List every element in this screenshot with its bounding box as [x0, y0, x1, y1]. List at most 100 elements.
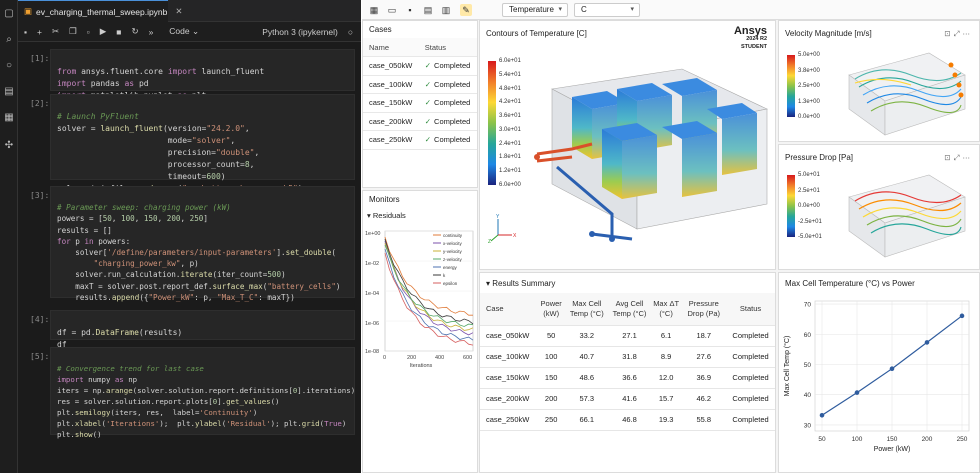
residual-xtick: 600	[463, 355, 472, 361]
cell-prompt: [1]:	[30, 54, 50, 63]
chevron-down-icon: ▾	[558, 6, 562, 13]
residuals-toggle[interactable]: ▾ Residuals	[367, 211, 406, 220]
case-status: Completed	[434, 116, 471, 126]
save-icon[interactable]: ▪	[408, 5, 412, 15]
velocity-streamlines-render[interactable]	[841, 45, 969, 137]
scale-label: 1.3e+00	[798, 98, 820, 105]
code-cell-3[interactable]: # Parameter sweep: charging power (kW) p…	[50, 186, 355, 302]
cell-type-select[interactable]: Code ⌄	[169, 26, 199, 37]
case-row[interactable]: case_200kW ✓ Completed	[363, 112, 477, 131]
table-row[interactable]: case_050kW 50 33.2 27.1 6.1 18.7 Completed	[480, 325, 775, 347]
cell: 15.7	[650, 388, 682, 410]
results-header: Max Cell Temp (°C)	[565, 293, 609, 326]
cell: 57.3	[565, 388, 609, 410]
kernel-name[interactable]: Python 3 (ipykernel)	[262, 26, 338, 37]
scale-label: 1.8e+01	[499, 154, 521, 161]
cell: 41.6	[608, 388, 651, 410]
data-point[interactable]	[854, 390, 860, 395]
data-point[interactable]	[819, 412, 825, 418]
scale-label: 5.0e+01	[798, 172, 820, 178]
stop-icon[interactable]: ■	[116, 26, 122, 37]
cell: 27.6	[681, 346, 727, 368]
svg-text:Z: Z	[488, 239, 491, 243]
circle-icon[interactable]: ○	[5, 60, 13, 71]
residual-xtick: 0	[383, 355, 386, 361]
velocity-panel: Velocity Magnitude [m/s] ⊡⤢⋯ 5.0e+00 3.8e…	[778, 20, 980, 142]
folder-icon[interactable]: ▭	[387, 5, 397, 15]
legend-label: continuity	[443, 233, 463, 238]
residual-series-line	[384, 238, 474, 325]
folder-icon[interactable]: ▢	[4, 8, 14, 19]
unit-select[interactable]: C ▾	[574, 3, 640, 17]
scale-label: 6.0e+00	[499, 182, 521, 188]
document-icon[interactable]: ▤	[4, 86, 14, 97]
calendar-icon[interactable]: ▦	[4, 112, 14, 123]
code-cell-5[interactable]: # Convergence trend for last case import…	[50, 347, 355, 439]
cell-prompt: [2]:	[30, 99, 50, 108]
results-summary-header[interactable]: ▾ Results Summary	[486, 279, 555, 288]
panel-window-icons[interactable]: ⊡⤢⋯	[944, 153, 973, 162]
extensions-icon[interactable]: ✣	[4, 140, 14, 151]
grid-icon[interactable]: ▦	[369, 5, 379, 15]
table-row[interactable]: case_250kW 250 66.1 46.8 19.3 55.8 Completed	[480, 409, 775, 431]
cases-header-status: Status	[418, 38, 477, 57]
table-row[interactable]: case_200kW 200 57.3 41.6 15.7 46.2 Completed	[480, 388, 775, 410]
scale-label: 3.8e+00	[798, 67, 820, 74]
code-cell-4[interactable]: df = pd.DataFrame(results) df	[50, 310, 355, 349]
case-row[interactable]: case_250kW ✓ Completed	[363, 130, 477, 150]
y-axis-label: Max Cell Temp (°C)	[783, 336, 791, 397]
contour-panel: Contours of Temperature [C] Ansys 2024 R…	[479, 20, 776, 270]
x-tick-label: 50	[818, 436, 826, 443]
case-row[interactable]: case_100kW ✓ Completed	[363, 75, 477, 94]
cell: 46.8	[608, 409, 651, 431]
cases-title: Cases	[369, 25, 392, 34]
paste-icon[interactable]: ▫	[86, 26, 90, 37]
results-header-row: Case Power (kW) Max Cell Temp (°C) Avg C…	[480, 293, 775, 326]
case-row[interactable]: case_150kW ✓ Completed	[363, 93, 477, 113]
case-status: Completed	[434, 135, 471, 145]
legend-label: epsilon	[443, 281, 458, 286]
add-cell-icon[interactable]: +	[37, 26, 42, 37]
pressure-panel: Pressure Drop [Pa] ⊡⤢⋯ 5.0e+01 2.5e+01 0.0…	[778, 144, 980, 270]
report-icon[interactable]: ▤	[423, 5, 433, 15]
case-row[interactable]: case_050kW ✓ Completed	[363, 56, 477, 76]
app-toolbar: ▦ ▭ ▪ ▤ ▥ ✎ Temperature ▾ C ▾	[362, 0, 980, 20]
cell: case_100kW	[480, 346, 537, 368]
cut-icon[interactable]: ✂	[51, 26, 60, 36]
scale-label: 3.6e+01	[499, 113, 521, 120]
panel-window-icons[interactable]: ⊡⤢⋯	[944, 29, 973, 38]
notebook-tab[interactable]: ▣ ev_charging_thermal_sweep.ipynb ✕	[18, 0, 183, 22]
search-icon[interactable]: ⌕	[6, 34, 12, 45]
scale-label: 2.4e+01	[499, 140, 521, 147]
activity-bar: ▢ ⌕ ○ ▤ ▦ ✣	[0, 0, 18, 473]
data-point[interactable]	[959, 313, 965, 319]
pencil-icon[interactable]: ✎	[460, 4, 472, 16]
cell: 33.2	[565, 325, 609, 347]
table-icon[interactable]: ▥	[441, 5, 451, 15]
monitors-panel: Monitors ▾ Residuals 1e+00 1e-02 1e-04 1…	[362, 190, 478, 473]
scale-label: 2.5e+00	[798, 83, 820, 89]
residual-ytick: 1e-02	[365, 261, 379, 267]
table-row[interactable]: case_100kW 100 40.7 31.8 8.9 27.6 Completed	[480, 346, 775, 368]
run-all-icon[interactable]: »	[148, 26, 154, 37]
data-point[interactable]	[924, 340, 930, 345]
code-cell-1[interactable]: from ansys.fluent.core import launch_flu…	[50, 49, 355, 100]
run-icon[interactable]: ▶	[99, 26, 107, 36]
ansys-logo: Ansys 2024 R2 STUDENT	[734, 26, 767, 51]
chevron-down-icon: ▾	[367, 211, 371, 220]
save-icon[interactable]: ▪	[24, 26, 28, 37]
pressure-colorbar	[787, 175, 795, 237]
close-icon[interactable]: ✕	[175, 6, 183, 16]
cell: 150	[536, 367, 566, 389]
code-cell-2[interactable]: # Launch PyFluent solver = launch_fluent…	[50, 94, 355, 193]
copy-icon[interactable]: ❐	[69, 26, 77, 36]
restart-icon[interactable]: ↻	[131, 26, 139, 36]
table-row[interactable]: case_150kW 150 48.6 36.6 12.0 36.9 Completed	[480, 367, 775, 389]
case-status: Completed	[434, 61, 471, 71]
results-header: Pressure Drop (Pa)	[681, 293, 727, 326]
cell: 12.0	[650, 367, 682, 389]
data-point[interactable]	[889, 366, 895, 372]
battery-pack-render[interactable]	[532, 49, 772, 249]
field-select[interactable]: Temperature ▾	[502, 3, 568, 17]
pressure-streamlines-render[interactable]	[841, 167, 969, 263]
